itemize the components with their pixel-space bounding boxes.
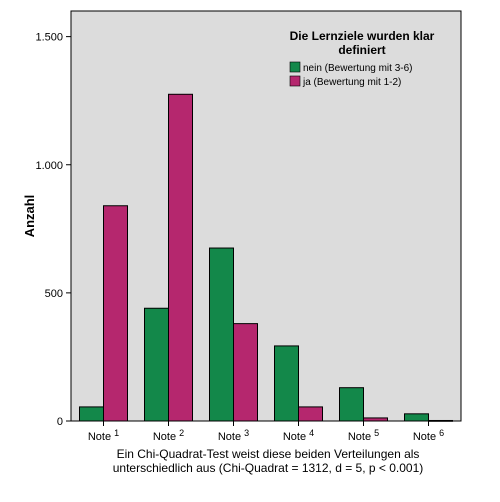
bar-nein-note-6 xyxy=(404,413,429,422)
legend-swatch-ja xyxy=(289,75,301,87)
bar-nein-note-2 xyxy=(144,307,169,422)
bar-ja-note-1 xyxy=(103,205,128,422)
x-tick-label: Note 1 xyxy=(88,428,119,443)
legend-title-line-2: definiert xyxy=(338,43,385,57)
y-tick-label: 0 xyxy=(57,416,63,428)
bar-nein-note-3 xyxy=(209,247,234,422)
bar-nein-note-5 xyxy=(339,387,364,422)
x-tick-label: Note 5 xyxy=(348,428,379,443)
x-axis-ticks: Note 1 Note 2 Note 3 Note 4 Note 5 Note 6 xyxy=(88,421,444,443)
footnote-line-1: Ein Chi-Quadrat-Test weist diese beiden … xyxy=(117,447,420,461)
legend-swatch-nein xyxy=(289,61,301,73)
y-tick-label: 1.000 xyxy=(35,160,63,172)
bar-ja-note-6 xyxy=(428,419,453,422)
bar-ja-note-5 xyxy=(363,417,388,422)
x-tick-label: Note 2 xyxy=(153,428,184,443)
legend-title-line-1: Die Lernziele wurden klar xyxy=(290,29,435,43)
y-tick-label: 1.500 xyxy=(35,32,63,44)
bar-ja-note-3 xyxy=(233,323,258,422)
bar-ja-note-2 xyxy=(168,93,193,422)
legend-label-nein: nein (Bewertung mit 3-6) xyxy=(303,63,413,74)
bar-nein-note-4 xyxy=(274,345,299,422)
legend: Die Lernziele wurden klar definiert nein… xyxy=(290,29,435,88)
plot-area xyxy=(70,10,462,422)
footnote-line-2: unterschiedlich aus (Chi-Quadrat = 1312,… xyxy=(113,461,424,475)
y-tick-label: 500 xyxy=(45,288,63,300)
y-axis-ticks: 0 500 1.000 1.500 xyxy=(35,32,71,428)
y-axis-label: Anzahl xyxy=(22,195,37,238)
x-tick-label: Note 3 xyxy=(218,428,249,443)
bar-nein-note-1 xyxy=(79,406,104,422)
x-tick-label: Note 6 xyxy=(413,428,444,443)
x-tick-label: Note 4 xyxy=(283,428,314,443)
bar-ja-note-4 xyxy=(298,406,323,422)
bars xyxy=(79,93,453,422)
legend-label-ja: ja (Bewertung mit 1-2) xyxy=(302,77,401,88)
